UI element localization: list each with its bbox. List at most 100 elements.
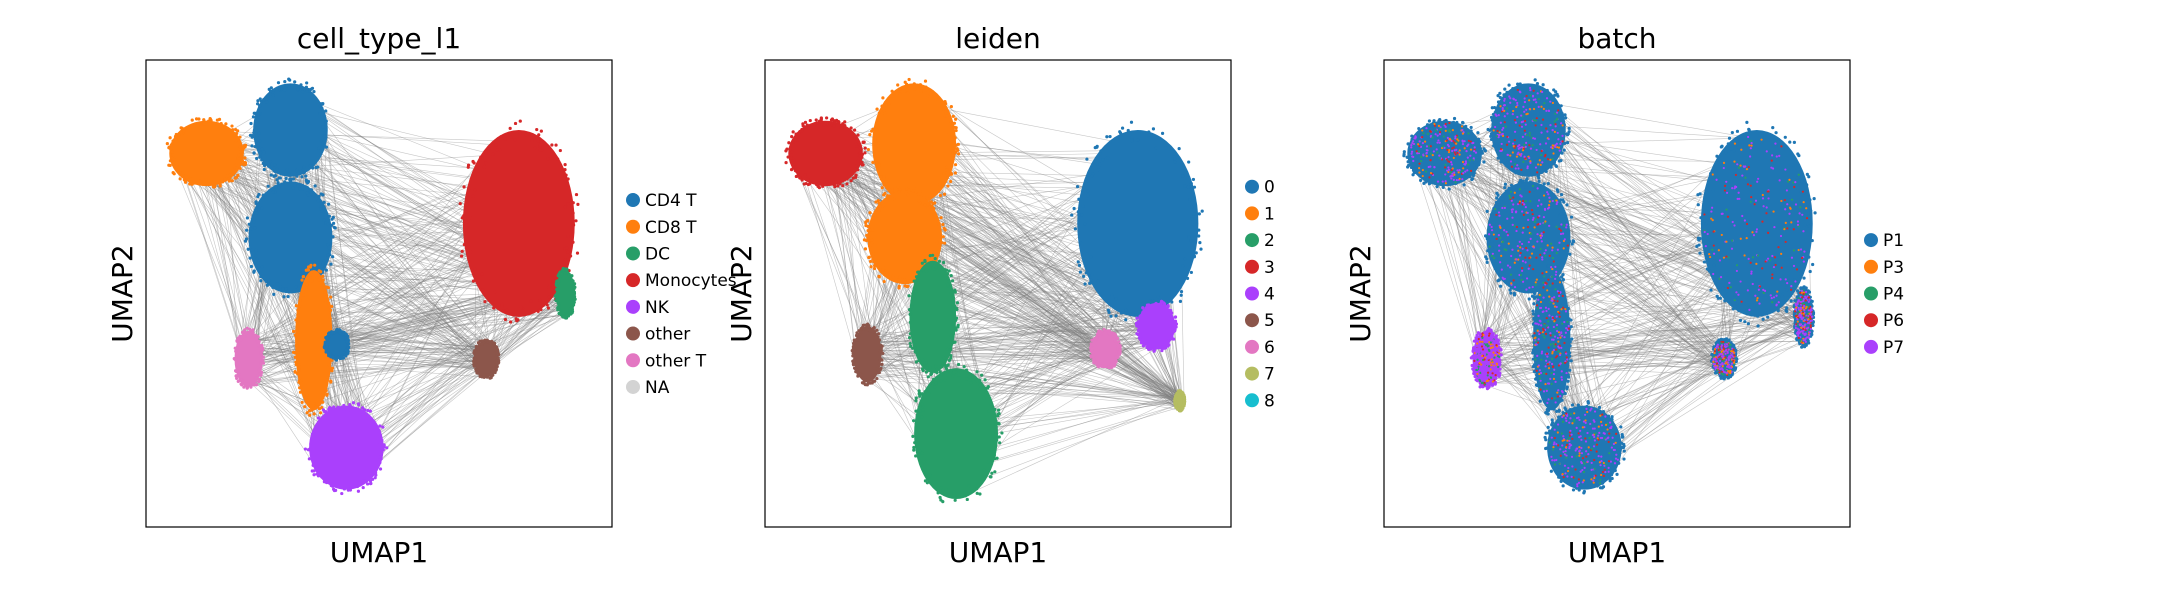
data-point xyxy=(933,256,937,261)
data-point xyxy=(1568,354,1572,358)
data-point xyxy=(557,279,561,283)
data-point xyxy=(1522,284,1526,289)
data-point xyxy=(1174,322,1179,326)
data-point xyxy=(1407,152,1412,156)
data-point xyxy=(462,214,466,218)
data-point xyxy=(262,163,267,167)
edge-line xyxy=(182,166,511,246)
edge-line xyxy=(834,163,1107,350)
data-point xyxy=(1075,185,1080,189)
data-point xyxy=(322,143,327,148)
data-point xyxy=(1189,239,1193,243)
data-point xyxy=(475,168,479,173)
data-point xyxy=(1569,215,1574,219)
data-point xyxy=(1116,353,1120,358)
data-point xyxy=(571,211,575,215)
data-point xyxy=(1104,329,1108,333)
edge-line xyxy=(921,239,1179,402)
data-point xyxy=(237,139,241,144)
data-point xyxy=(305,186,310,190)
data-point xyxy=(913,441,917,445)
data-point xyxy=(1541,83,1545,87)
data-point xyxy=(490,339,494,344)
panel-title: cell_type_l1 xyxy=(297,22,461,55)
data-point xyxy=(928,88,932,92)
data-point xyxy=(256,99,260,103)
data-point xyxy=(1174,325,1178,329)
data-point xyxy=(902,89,907,93)
data-point xyxy=(306,268,311,272)
edge-line xyxy=(810,176,1180,397)
data-point xyxy=(951,114,955,118)
data-point xyxy=(996,435,1000,439)
data-point xyxy=(1162,346,1166,350)
data-point xyxy=(186,125,190,129)
data-point xyxy=(923,390,927,394)
data-point xyxy=(1544,431,1548,435)
data-point xyxy=(1535,82,1540,86)
data-point xyxy=(344,483,348,487)
legend-item: DC xyxy=(626,244,670,264)
data-point xyxy=(944,165,949,170)
edge-line xyxy=(931,337,1165,346)
edge-line xyxy=(952,310,1146,321)
data-point xyxy=(910,317,914,322)
data-point xyxy=(298,386,302,390)
data-point xyxy=(1553,280,1557,284)
data-point xyxy=(1524,185,1528,189)
data-point xyxy=(1409,165,1414,170)
data-point xyxy=(355,484,360,489)
data-point xyxy=(953,498,957,502)
data-point xyxy=(310,469,314,473)
edge-line xyxy=(858,371,1176,399)
data-point xyxy=(165,142,169,146)
edge-line xyxy=(326,339,494,369)
data-point xyxy=(1525,177,1529,181)
data-point xyxy=(952,153,956,157)
data-point xyxy=(1621,442,1626,446)
data-point xyxy=(293,333,297,337)
data-point xyxy=(473,354,477,358)
data-point xyxy=(248,256,252,260)
data-point xyxy=(1077,213,1081,217)
data-point xyxy=(1106,308,1110,312)
edge-line xyxy=(370,299,567,454)
edge-line xyxy=(932,253,1115,359)
data-point xyxy=(880,186,884,190)
data-point xyxy=(475,363,479,367)
data-point xyxy=(867,324,871,328)
data-point xyxy=(974,487,979,491)
data-point xyxy=(1107,299,1111,303)
data-point xyxy=(945,347,949,352)
data-point xyxy=(932,206,936,211)
edge-line xyxy=(318,139,496,353)
data-point xyxy=(346,342,351,346)
data-point xyxy=(917,87,922,91)
data-point xyxy=(296,357,301,361)
data-point xyxy=(1097,329,1101,333)
data-point xyxy=(571,279,575,283)
data-point xyxy=(307,457,311,461)
data-point xyxy=(1115,342,1119,346)
edge-line xyxy=(1475,344,1731,357)
data-point xyxy=(876,207,880,211)
edge-line xyxy=(952,230,1086,346)
edge-line xyxy=(335,235,477,336)
data-point xyxy=(885,176,889,181)
data-point xyxy=(321,391,325,395)
data-point xyxy=(856,133,860,137)
data-point xyxy=(1541,277,1545,281)
data-point xyxy=(1142,337,1146,341)
data-point xyxy=(853,358,857,362)
data-point xyxy=(1169,314,1173,318)
data-point xyxy=(564,246,569,250)
data-point xyxy=(963,494,967,498)
data-point xyxy=(336,405,340,409)
edge-line xyxy=(193,142,517,246)
data-point xyxy=(1561,387,1565,391)
data-point xyxy=(1077,197,1081,201)
data-point xyxy=(1560,111,1564,116)
data-point xyxy=(265,283,270,287)
data-point xyxy=(1453,125,1457,129)
data-point xyxy=(304,174,308,178)
